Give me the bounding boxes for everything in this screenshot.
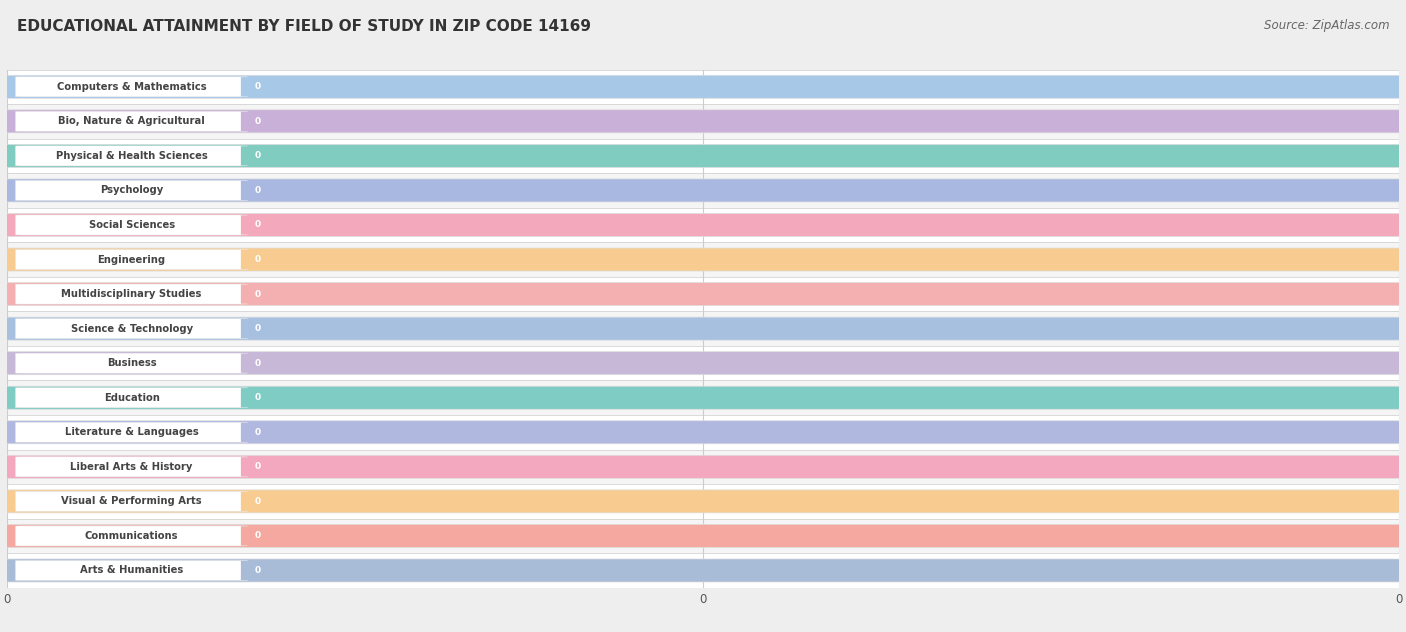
Text: Visual & Performing Arts: Visual & Performing Arts <box>62 496 202 506</box>
FancyBboxPatch shape <box>0 490 1406 513</box>
Bar <box>7 104 1399 138</box>
Text: 0: 0 <box>254 117 260 126</box>
Text: Literature & Languages: Literature & Languages <box>65 427 198 437</box>
FancyBboxPatch shape <box>240 492 274 511</box>
Text: Source: ZipAtlas.com: Source: ZipAtlas.com <box>1264 19 1389 32</box>
FancyBboxPatch shape <box>15 284 247 304</box>
Text: 0: 0 <box>254 255 260 264</box>
Text: 0: 0 <box>254 152 260 161</box>
Text: Social Sciences: Social Sciences <box>89 220 174 230</box>
Bar <box>7 553 1399 588</box>
FancyBboxPatch shape <box>0 525 1406 547</box>
FancyBboxPatch shape <box>240 250 274 269</box>
FancyBboxPatch shape <box>0 75 1406 99</box>
Bar <box>7 242 1399 277</box>
FancyBboxPatch shape <box>0 386 1406 410</box>
FancyBboxPatch shape <box>240 181 274 200</box>
FancyBboxPatch shape <box>15 561 247 581</box>
FancyBboxPatch shape <box>240 457 274 477</box>
FancyBboxPatch shape <box>15 111 247 131</box>
Text: 0: 0 <box>254 463 260 471</box>
Bar <box>7 519 1399 553</box>
Text: 0: 0 <box>254 221 260 229</box>
Text: 0: 0 <box>254 393 260 402</box>
FancyBboxPatch shape <box>240 319 274 338</box>
FancyBboxPatch shape <box>0 317 1406 340</box>
Text: 0: 0 <box>254 359 260 368</box>
FancyBboxPatch shape <box>0 248 1406 271</box>
FancyBboxPatch shape <box>240 77 274 97</box>
Text: Psychology: Psychology <box>100 185 163 195</box>
FancyBboxPatch shape <box>0 214 1406 236</box>
FancyBboxPatch shape <box>15 180 247 200</box>
FancyBboxPatch shape <box>15 319 247 339</box>
Bar <box>7 415 1399 449</box>
Text: Education: Education <box>104 392 159 403</box>
FancyBboxPatch shape <box>15 146 247 166</box>
Text: Arts & Humanities: Arts & Humanities <box>80 566 183 576</box>
Text: 0: 0 <box>254 289 260 298</box>
FancyBboxPatch shape <box>0 351 1406 375</box>
Text: 0: 0 <box>254 497 260 506</box>
FancyBboxPatch shape <box>15 387 247 408</box>
FancyBboxPatch shape <box>0 110 1406 133</box>
Bar <box>7 70 1399 104</box>
FancyBboxPatch shape <box>0 144 1406 167</box>
Text: Business: Business <box>107 358 156 368</box>
FancyBboxPatch shape <box>15 215 247 235</box>
FancyBboxPatch shape <box>0 179 1406 202</box>
Text: Computers & Mathematics: Computers & Mathematics <box>56 82 207 92</box>
FancyBboxPatch shape <box>240 423 274 442</box>
FancyBboxPatch shape <box>240 561 274 580</box>
Bar <box>7 380 1399 415</box>
Text: EDUCATIONAL ATTAINMENT BY FIELD OF STUDY IN ZIP CODE 14169: EDUCATIONAL ATTAINMENT BY FIELD OF STUDY… <box>17 19 591 34</box>
Text: 0: 0 <box>254 532 260 540</box>
Bar <box>7 277 1399 312</box>
FancyBboxPatch shape <box>15 250 247 270</box>
FancyBboxPatch shape <box>0 283 1406 306</box>
Text: Physical & Health Sciences: Physical & Health Sciences <box>56 151 208 161</box>
FancyBboxPatch shape <box>240 284 274 304</box>
Bar <box>7 312 1399 346</box>
Bar <box>7 173 1399 208</box>
Text: Liberal Arts & History: Liberal Arts & History <box>70 462 193 472</box>
Bar <box>7 346 1399 380</box>
FancyBboxPatch shape <box>15 526 247 546</box>
FancyBboxPatch shape <box>240 388 274 408</box>
FancyBboxPatch shape <box>15 422 247 442</box>
Text: Bio, Nature & Agricultural: Bio, Nature & Agricultural <box>58 116 205 126</box>
Text: Engineering: Engineering <box>97 255 166 265</box>
FancyBboxPatch shape <box>0 559 1406 582</box>
FancyBboxPatch shape <box>240 353 274 373</box>
FancyBboxPatch shape <box>15 457 247 477</box>
FancyBboxPatch shape <box>240 146 274 166</box>
Bar <box>7 208 1399 242</box>
Text: 0: 0 <box>254 324 260 333</box>
FancyBboxPatch shape <box>0 455 1406 478</box>
FancyBboxPatch shape <box>240 216 274 234</box>
FancyBboxPatch shape <box>15 353 247 374</box>
Text: 0: 0 <box>254 428 260 437</box>
Text: Multidisciplinary Studies: Multidisciplinary Studies <box>62 289 202 299</box>
Bar <box>7 484 1399 519</box>
Text: 0: 0 <box>254 566 260 575</box>
FancyBboxPatch shape <box>15 76 247 97</box>
FancyBboxPatch shape <box>240 526 274 545</box>
Text: 0: 0 <box>254 186 260 195</box>
FancyBboxPatch shape <box>0 421 1406 444</box>
Text: Science & Technology: Science & Technology <box>70 324 193 334</box>
Bar <box>7 449 1399 484</box>
Bar <box>7 138 1399 173</box>
Text: Communications: Communications <box>84 531 179 541</box>
FancyBboxPatch shape <box>240 112 274 131</box>
FancyBboxPatch shape <box>15 491 247 511</box>
Text: 0: 0 <box>254 82 260 91</box>
